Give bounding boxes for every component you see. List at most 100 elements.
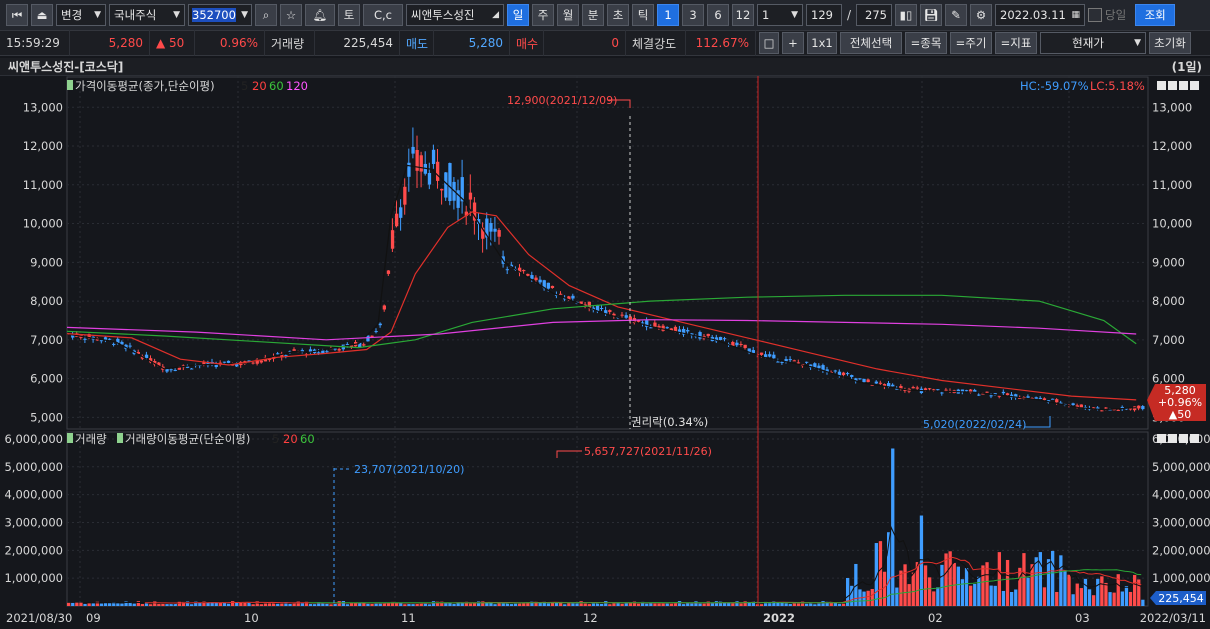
candle-body bbox=[362, 344, 366, 346]
volume-bar bbox=[128, 602, 132, 606]
candle-body bbox=[481, 227, 485, 239]
volume-bar bbox=[874, 543, 878, 606]
save-icon[interactable]: 💾︎ bbox=[920, 4, 942, 26]
search-icon[interactable]: ⌕ bbox=[255, 4, 277, 26]
volume-bar bbox=[554, 601, 559, 606]
chart-area[interactable]: 13,000 13,000 12,000 12,000 11,000 11,000 10,0… bbox=[0, 76, 1210, 629]
volume-bar bbox=[218, 602, 222, 606]
candle-body bbox=[911, 387, 915, 389]
count-value: 129 bbox=[811, 8, 833, 22]
count-1[interactable]: 1 bbox=[657, 4, 679, 26]
candle-body bbox=[628, 316, 632, 322]
volume-bar bbox=[140, 604, 145, 606]
reset-button[interactable]: 초기화 bbox=[1149, 32, 1191, 54]
eq-period-button[interactable]: =주기 bbox=[950, 32, 992, 54]
volume-bar bbox=[575, 602, 579, 606]
candle-icon[interactable]: ▮▯ bbox=[895, 4, 917, 26]
volume-panel-controls[interactable] bbox=[1157, 434, 1199, 443]
volume-bar bbox=[1096, 578, 1100, 606]
candle-body bbox=[395, 213, 399, 227]
volume-bar bbox=[202, 601, 206, 606]
candle-body bbox=[308, 349, 313, 353]
total-input[interactable]: 275 bbox=[856, 4, 892, 26]
volume-bar bbox=[489, 601, 493, 606]
panel-icon[interactable] bbox=[1157, 81, 1166, 90]
restore-icon[interactable] bbox=[1168, 434, 1177, 443]
volume-bar bbox=[1100, 576, 1104, 606]
volume-bar bbox=[67, 602, 71, 606]
candle-body bbox=[878, 382, 883, 384]
candle-body bbox=[1075, 405, 1079, 408]
volume-bar bbox=[792, 602, 796, 606]
market-select[interactable]: 국내주식 ▼ bbox=[109, 4, 185, 26]
volume-bar bbox=[636, 603, 641, 606]
volume-bar bbox=[456, 602, 460, 606]
period-day[interactable]: 일 bbox=[507, 4, 529, 26]
select-all-button[interactable]: 전체선택 bbox=[840, 32, 902, 54]
code-input[interactable]: 352700 ▼ bbox=[188, 4, 252, 26]
maximize-icon[interactable] bbox=[1179, 81, 1188, 90]
eq-item-button[interactable]: =종목 bbox=[905, 32, 947, 54]
volume-bar bbox=[800, 601, 805, 606]
candle-body bbox=[747, 348, 751, 353]
volume-bar bbox=[612, 602, 616, 606]
period-second[interactable]: 초 bbox=[607, 4, 629, 26]
volume-bar bbox=[682, 604, 686, 606]
volume-bar bbox=[431, 601, 436, 606]
first-icon[interactable]: ⏮ bbox=[6, 4, 28, 26]
candle-body bbox=[460, 177, 464, 202]
restore-icon[interactable] bbox=[1168, 81, 1177, 90]
same-day-checkbox[interactable] bbox=[1088, 8, 1102, 22]
volume-bar bbox=[149, 604, 153, 606]
period-month[interactable]: 월 bbox=[557, 4, 579, 26]
calendar-icon: ▦ bbox=[1071, 10, 1080, 20]
candle-body bbox=[915, 387, 919, 389]
period-week[interactable]: 주 bbox=[532, 4, 554, 26]
plus-button[interactable]: + bbox=[782, 32, 804, 54]
ratio-button[interactable]: 1x1 bbox=[807, 32, 837, 54]
unit-select[interactable]: 1 ▼ bbox=[757, 4, 803, 26]
volume-bar bbox=[341, 601, 345, 606]
candle-body bbox=[788, 359, 792, 361]
collapse-icon[interactable]: ⏏ bbox=[31, 4, 53, 26]
date-input[interactable]: 2022.03.11 ▦ bbox=[995, 4, 1085, 26]
volume-bar bbox=[1001, 590, 1006, 606]
price-panel-controls[interactable] bbox=[1157, 81, 1199, 90]
candle-body bbox=[472, 202, 477, 221]
count-12[interactable]: 12 bbox=[732, 4, 754, 26]
square-icon[interactable]: □ bbox=[759, 32, 779, 54]
volume-bar bbox=[390, 601, 395, 606]
volume-bar bbox=[477, 601, 481, 606]
to-button[interactable]: 토 bbox=[338, 4, 360, 26]
period-tick[interactable]: 틱 bbox=[632, 4, 654, 26]
change-select[interactable]: 변경 ▼ bbox=[56, 4, 106, 26]
stock-name-field[interactable]: 씨앤투스성진 ◢ bbox=[406, 4, 504, 26]
volume-bar bbox=[784, 603, 788, 606]
volume-tick-left: 5,000,000 bbox=[4, 460, 63, 474]
candle-body bbox=[390, 230, 395, 249]
search-button[interactable]: 조회 bbox=[1135, 4, 1176, 26]
close-icon[interactable] bbox=[1190, 81, 1199, 90]
eq-index-button[interactable]: =지표 bbox=[995, 32, 1037, 54]
count-3[interactable]: 3 bbox=[682, 4, 704, 26]
cc-button[interactable]: C,c bbox=[363, 4, 403, 26]
candle-body bbox=[850, 375, 854, 377]
pen-icon[interactable]: ✎ bbox=[945, 4, 967, 26]
maximize-icon[interactable] bbox=[1179, 434, 1188, 443]
candle-body bbox=[292, 349, 296, 351]
count-6[interactable]: 6 bbox=[707, 4, 729, 26]
volume-bar bbox=[1067, 574, 1071, 606]
rights-label: 권리락(0.34%) bbox=[631, 415, 708, 429]
bell-icon[interactable]: 🔔︎ bbox=[305, 4, 335, 26]
volume-bar bbox=[854, 563, 858, 606]
star-icon[interactable]: ☆ bbox=[280, 4, 302, 26]
period-minute[interactable]: 분 bbox=[582, 4, 604, 26]
volume-bar bbox=[1014, 589, 1018, 606]
volume-bar bbox=[653, 603, 657, 606]
gear-icon[interactable]: ⚙ bbox=[970, 4, 992, 26]
cur-price-select[interactable]: 현재가 ▼ bbox=[1040, 32, 1146, 54]
panel-icon[interactable] bbox=[1157, 434, 1166, 443]
volume-bar bbox=[956, 566, 960, 606]
count-input[interactable]: 129 bbox=[806, 4, 842, 26]
close-icon[interactable] bbox=[1190, 434, 1199, 443]
